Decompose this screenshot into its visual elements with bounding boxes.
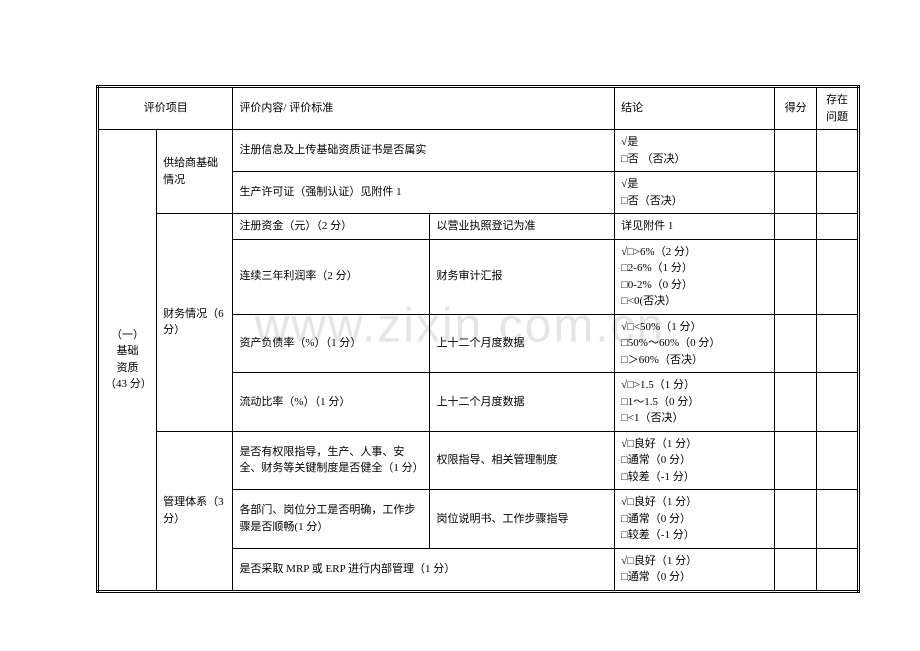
cell-score	[775, 431, 817, 490]
cell-issue	[817, 214, 859, 240]
cell-score	[775, 314, 817, 373]
evaluation-table-container: 评价项目 评价内容/ 评价标准 结论 得分 存在问题 （一） 基础 资质 （43…	[96, 85, 860, 593]
cell-issue	[817, 239, 859, 314]
cell-issue	[817, 172, 859, 214]
cell-conclusion: √□<50%（1 分） □50%～60%（0 分） □＞60%（否决）	[615, 314, 775, 373]
table-row: 财务情况（6 分） 注册资金（元）（2 分） 以营业执照登记为准 详见附件 1	[98, 214, 859, 240]
cell-issue	[817, 373, 859, 432]
section-line: （43 分）	[105, 378, 152, 390]
cell-conclusion: √□良好（1 分） □通常（0 分） □较差（-1 分）	[615, 490, 775, 549]
cell-score	[775, 490, 817, 549]
cell-score	[775, 172, 817, 214]
header-issue: 存在问题	[817, 87, 859, 130]
header-conclusion: 结论	[615, 87, 775, 130]
group-supplier-basic: 供给商基础情况	[157, 130, 233, 214]
cell-conclusion: √□良好（1 分） □通常（0 分） □较差（-1 分）	[615, 431, 775, 490]
cell-score	[775, 239, 817, 314]
cell-issue	[817, 130, 859, 172]
cell-conclusion: √□良好（1 分） □通常（0 分）	[615, 548, 775, 591]
section-line: 基础	[117, 345, 139, 357]
cell-score	[775, 130, 817, 172]
cell-content1: 注册资金（元）（2 分）	[233, 214, 430, 240]
table-row: 管理体系（3 分） 是否有权限指导，生产、人事、安全、财务等关键制度是否健全（1…	[98, 431, 859, 490]
cell-score	[775, 548, 817, 591]
cell-conclusion: √是 □否 （否决）	[615, 130, 775, 172]
table-header-row: 评价项目 评价内容/ 评价标准 结论 得分 存在问题	[98, 87, 859, 130]
group-finance: 财务情况（6 分）	[157, 214, 233, 432]
cell-content2: 上十二个月度数据	[430, 373, 615, 432]
group-management: 管理体系（3 分）	[157, 431, 233, 591]
header-content: 评价内容/ 评价标准	[233, 87, 615, 130]
cell-conclusion: √□>1.5（1 分） □1～1.5（0 分） □<1（否决）	[615, 373, 775, 432]
cell-content2: 以营业执照登记为准	[430, 214, 615, 240]
cell-conclusion: √是 □否（否决）	[615, 172, 775, 214]
cell-content: 生产许可证（强制认证）见附件 1	[233, 172, 615, 214]
cell-content1: 连续三年利润率（2 分）	[233, 239, 430, 314]
cell-content1: 各部门、岗位分工是否明确，工作步骤是否顺畅(1 分）	[233, 490, 430, 549]
header-score: 得分	[775, 87, 817, 130]
section-line: （一）	[111, 329, 144, 341]
header-item: 评价项目	[98, 87, 233, 130]
cell-score	[775, 214, 817, 240]
cell-content2: 财务审计汇报	[430, 239, 615, 314]
cell-score	[775, 373, 817, 432]
cell-conclusion: √□>6%（2 分） □2-6%（1 分） □0-2%（0 分） □<0(否决）	[615, 239, 775, 314]
cell-content2: 上十二个月度数据	[430, 314, 615, 373]
cell-issue	[817, 490, 859, 549]
cell-conclusion: 详见附件 1	[615, 214, 775, 240]
cell-content2: 权限指导、相关管理制度	[430, 431, 615, 490]
cell-content1: 资产负债率（%）（1 分）	[233, 314, 430, 373]
section-title: （一） 基础 资质 （43 分）	[98, 130, 157, 592]
cell-content1: 是否采取 MRP 或 ERP 进行内部管理（1 分）	[233, 548, 615, 591]
section-line: 资质	[117, 362, 139, 374]
cell-content2: 岗位说明书、工作步骤指导	[430, 490, 615, 549]
cell-issue	[817, 431, 859, 490]
cell-content: 注册信息及上传基础资质证书是否属实	[233, 130, 615, 172]
evaluation-table: 评价项目 评价内容/ 评价标准 结论 得分 存在问题 （一） 基础 资质 （43…	[96, 85, 860, 593]
table-row: （一） 基础 资质 （43 分） 供给商基础情况 注册信息及上传基础资质证书是否…	[98, 130, 859, 172]
cell-content1: 流动比率（%）（1 分）	[233, 373, 430, 432]
cell-issue	[817, 314, 859, 373]
cell-content1: 是否有权限指导，生产、人事、安全、财务等关键制度是否健全（1 分）	[233, 431, 430, 490]
cell-issue	[817, 548, 859, 591]
